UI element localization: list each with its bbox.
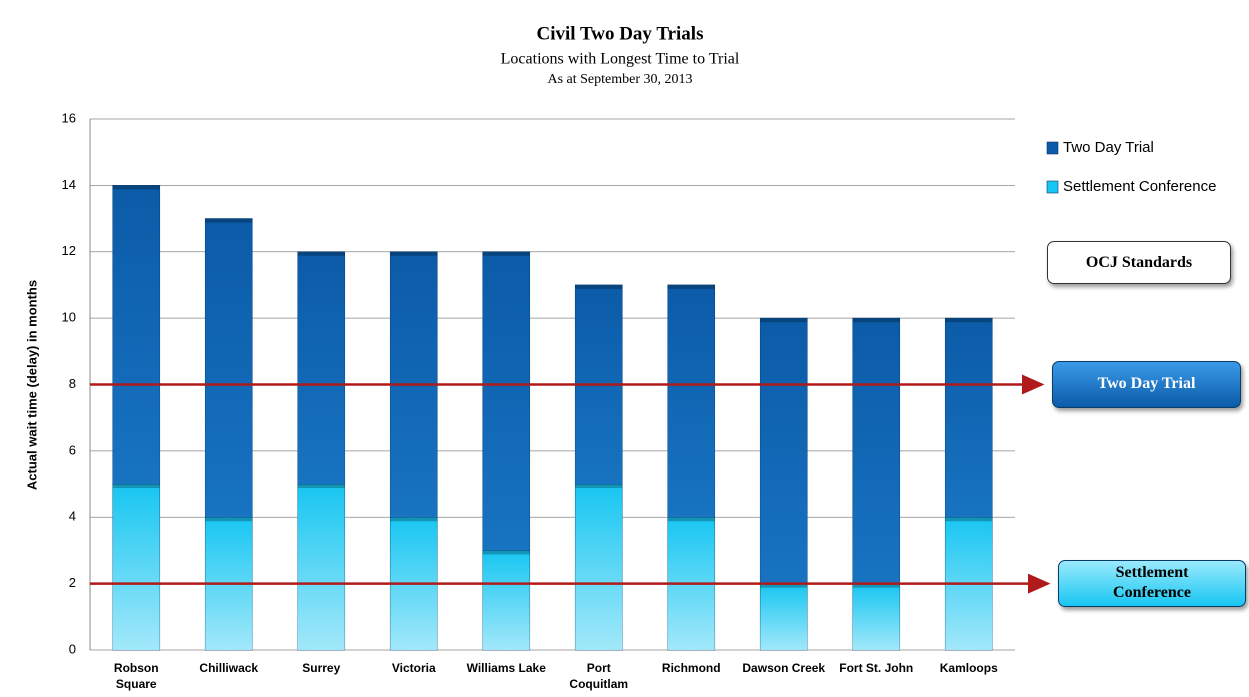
- bar-shade: [112, 185, 160, 485]
- bar-shade: [852, 583, 900, 650]
- bar-cap: [297, 484, 345, 489]
- y-axis-label: Actual wait time (delay) in months: [24, 280, 39, 490]
- standards-title: OCJ Standards: [1047, 241, 1231, 284]
- y-tick-label: 8: [69, 376, 76, 391]
- bar-cap: [205, 218, 253, 223]
- chart-title: Civil Two Day Trials: [537, 23, 704, 44]
- chart-subtitle: Locations with Longest Time to Trial: [501, 51, 740, 68]
- bar-cap: [575, 284, 623, 289]
- bar-segment: [944, 317, 993, 518]
- bar-cap: [945, 318, 993, 323]
- bar-segment: [852, 583, 901, 651]
- x-tick-label: Dawson Creek: [742, 661, 826, 675]
- legend-label: Two Day Trial: [1063, 139, 1154, 156]
- x-tick-label: Robson Square: [113, 661, 159, 691]
- bar-cap: [852, 583, 900, 588]
- x-tick-label: Victoria: [391, 661, 436, 675]
- bar-shade: [575, 484, 623, 650]
- bar-segment: [667, 284, 716, 518]
- legend-swatch: [1046, 141, 1059, 155]
- bar-segment: [482, 550, 531, 651]
- y-tick-label: 2: [69, 575, 76, 590]
- date-note: As at September 30, 2013: [547, 72, 692, 87]
- y-tick-label: 12: [62, 243, 76, 258]
- bar-segment: [204, 218, 253, 518]
- bar-shade: [945, 318, 993, 518]
- bar-cap: [760, 318, 808, 323]
- bar-shade: [297, 251, 345, 485]
- standard-label: Settlement Conference: [1058, 559, 1246, 607]
- x-tick-label: Chilliwack: [199, 661, 259, 675]
- bar-segment: [112, 185, 161, 485]
- y-tick-label: 14: [62, 177, 76, 192]
- bar-segment: [112, 483, 161, 651]
- bar-cap: [667, 517, 715, 522]
- bar-cap: [575, 484, 623, 489]
- y-tick-label: 6: [69, 442, 76, 457]
- bar-cap: [112, 484, 160, 489]
- legend-swatch: [1046, 180, 1059, 194]
- bar-shade: [852, 318, 900, 584]
- bar-segment: [297, 251, 346, 485]
- bar-cap: [482, 550, 530, 555]
- x-tick-label: Surrey: [302, 661, 341, 675]
- bar-shade: [667, 284, 715, 518]
- y-tick-label: 4: [69, 509, 76, 524]
- bar-segment: [759, 583, 808, 651]
- bar-shade: [760, 583, 808, 650]
- bar-cap: [390, 517, 438, 522]
- bar-segment: [297, 483, 346, 651]
- y-tick-label: 10: [62, 310, 76, 325]
- bar-shade: [297, 484, 345, 650]
- x-tick-label: Kamloops: [939, 661, 998, 675]
- bar-cap: [205, 517, 253, 522]
- bar-shade: [760, 318, 808, 584]
- bar-cap: [297, 251, 345, 256]
- bar-shade: [112, 484, 160, 650]
- bar-segment: [759, 317, 808, 584]
- x-tick-label: Fort St. John: [839, 661, 914, 675]
- bar-cap: [112, 185, 160, 190]
- standard-label: Two Day Trial: [1052, 360, 1241, 408]
- bar-cap: [945, 517, 993, 522]
- bar-segment: [482, 251, 531, 551]
- y-tick-label: 0: [69, 641, 76, 656]
- bar-segment: [574, 483, 623, 651]
- bar-cap: [852, 318, 900, 323]
- bar-cap: [667, 284, 715, 289]
- bar-cap: [482, 251, 530, 256]
- x-tick-label: Richmond: [661, 661, 721, 675]
- bar-cap: [390, 251, 438, 256]
- bar-segment: [852, 317, 901, 584]
- legend-label: Settlement Conference: [1063, 178, 1216, 195]
- bar-shade: [482, 251, 530, 551]
- bar-cap: [760, 583, 808, 588]
- bar-shade: [205, 218, 253, 518]
- x-tick-label: Williams Lake: [466, 661, 546, 675]
- y-tick-label: 16: [62, 110, 76, 125]
- x-tick-label: Port Coquitlam: [569, 661, 629, 691]
- bar-shade: [482, 550, 530, 650]
